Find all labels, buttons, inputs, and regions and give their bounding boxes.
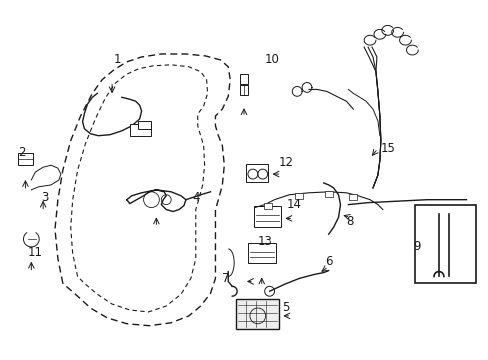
Bar <box>295 193 303 199</box>
Bar <box>414 204 475 283</box>
Text: 14: 14 <box>286 198 301 211</box>
Bar <box>129 124 151 136</box>
Bar <box>236 299 279 329</box>
Text: 7: 7 <box>221 272 228 285</box>
Text: 5: 5 <box>281 301 288 315</box>
Bar <box>253 206 281 227</box>
Text: 11: 11 <box>28 246 42 259</box>
Bar <box>138 121 151 129</box>
FancyBboxPatch shape <box>18 153 33 165</box>
Text: 12: 12 <box>278 156 293 169</box>
Text: 13: 13 <box>257 235 271 248</box>
Bar <box>245 164 267 182</box>
Text: 4: 4 <box>192 191 199 204</box>
Text: 1: 1 <box>113 53 121 66</box>
Text: 10: 10 <box>264 53 280 66</box>
Text: 3: 3 <box>41 191 49 204</box>
Bar <box>263 203 271 208</box>
Text: 6: 6 <box>324 255 332 268</box>
Text: 2: 2 <box>18 146 25 159</box>
Text: 8: 8 <box>346 215 353 228</box>
Bar <box>240 74 247 84</box>
Bar <box>348 194 357 200</box>
Bar <box>324 191 332 197</box>
Bar <box>240 85 247 95</box>
Text: 9: 9 <box>413 240 420 253</box>
Text: 15: 15 <box>380 142 394 155</box>
Bar <box>247 243 275 263</box>
